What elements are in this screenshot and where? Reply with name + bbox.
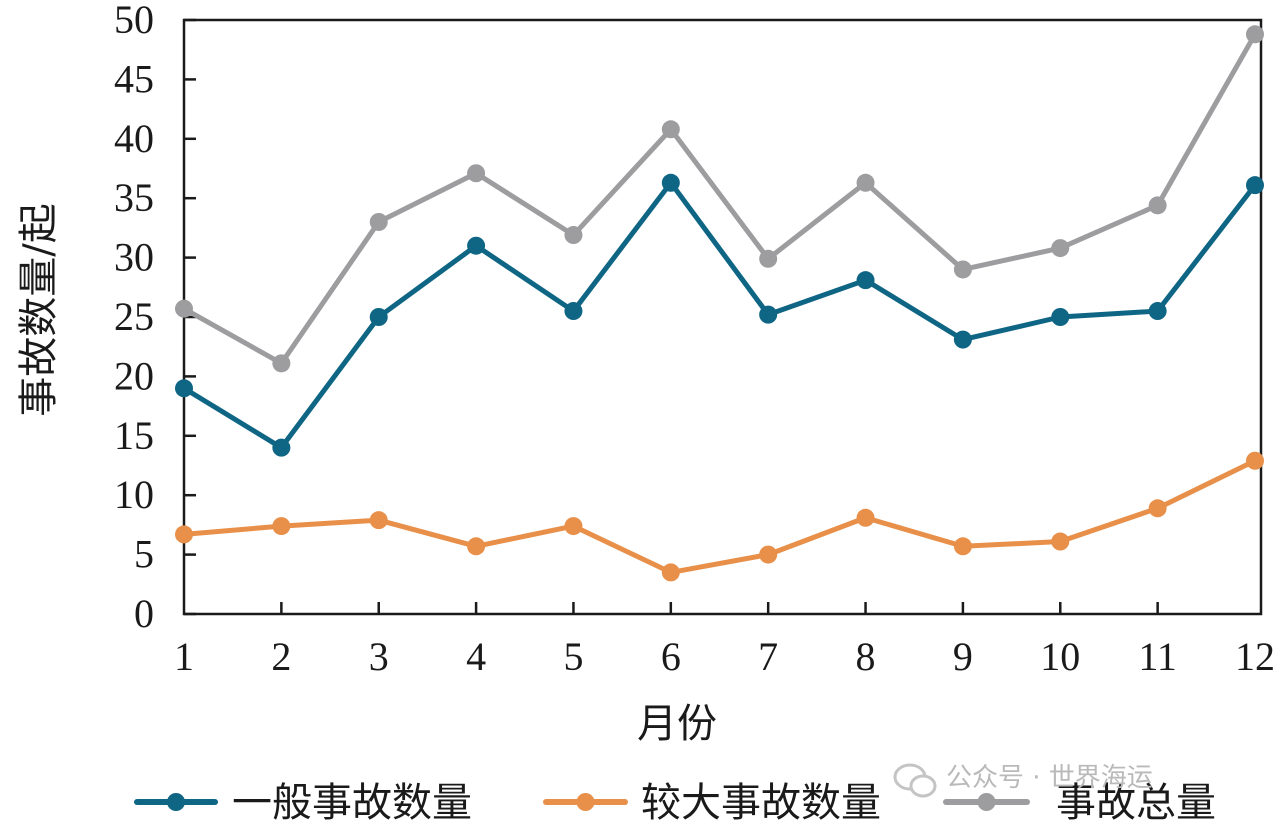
series-line (181, 458, 1258, 575)
data-point (1148, 302, 1167, 321)
x-tick-label: 8 (856, 634, 876, 679)
y-tick-label: 40 (114, 116, 154, 161)
data-point (175, 299, 193, 318)
data-point (1246, 25, 1264, 44)
data-point (759, 249, 778, 268)
data-point (1246, 451, 1264, 470)
data-point (1051, 532, 1070, 551)
y-axis-title: 事故数量/起 (16, 203, 62, 416)
data-point (856, 173, 875, 192)
x-tick-label: 9 (953, 634, 973, 679)
x-tick-label: 10 (1040, 634, 1080, 679)
data-point (564, 226, 583, 245)
data-point (369, 511, 388, 530)
data-point (661, 120, 680, 139)
series-line (181, 180, 1258, 451)
x-tick-label: 7 (758, 634, 778, 679)
data-point (1051, 308, 1070, 326)
data-point (953, 260, 972, 279)
data-point (369, 212, 388, 231)
data-point (272, 354, 291, 373)
x-ticks: 1 2 3 4 5 6 7 8 9 10 11 12 (174, 602, 1275, 679)
y-tick-label: 25 (114, 294, 154, 339)
data-point (467, 236, 486, 255)
data-point (272, 517, 291, 536)
x-tick-label: 5 (563, 634, 583, 679)
data-point (856, 271, 875, 290)
data-point (175, 525, 193, 544)
x-tick-label: 11 (1138, 634, 1177, 679)
legend-label: 较大事故数量 (641, 780, 881, 826)
y-tick-label: 45 (114, 56, 154, 101)
data-point (1148, 196, 1167, 215)
legend-label: 事故总量 (1056, 780, 1216, 826)
legend-swatch-marker (977, 793, 996, 811)
y-tick-label: 15 (114, 413, 154, 458)
legend-swatch-marker (576, 793, 595, 811)
series-line (181, 31, 1258, 366)
x-tick-label: 6 (661, 634, 681, 679)
x-tick-label: 12 (1235, 634, 1275, 679)
x-tick-label: 2 (271, 634, 291, 679)
watermark: 公众号 · 世界海运 (893, 763, 1153, 798)
watermark-text: 公众号 · 世界海运 (946, 763, 1153, 793)
legend: 一般事故数量 较大事故数量 事故总量 (134, 780, 1216, 826)
data-point (564, 517, 583, 536)
data-point (564, 302, 583, 321)
data-point (661, 173, 680, 192)
data-point (759, 305, 778, 324)
y-tick-label: 5 (134, 532, 154, 577)
wechat-icon (893, 763, 937, 798)
data-point (369, 308, 388, 326)
series-layer (175, 25, 1264, 582)
y-tick-label: 0 (134, 591, 154, 636)
data-point (1051, 239, 1070, 258)
y-tick-label: 50 (114, 0, 154, 42)
y-tick-label: 20 (114, 353, 154, 398)
data-point (1246, 176, 1264, 195)
data-point (467, 164, 486, 183)
data-point (661, 563, 680, 582)
data-point (953, 330, 972, 349)
x-tick-label: 4 (466, 634, 486, 679)
y-tick-label: 10 (114, 472, 154, 517)
y-tick-label: 30 (114, 235, 154, 280)
data-point (856, 508, 875, 527)
legend-swatch-marker (167, 793, 185, 811)
legend-label: 一般事故数量 (232, 780, 472, 826)
data-point (175, 379, 193, 398)
x-tick-label: 1 (174, 634, 194, 679)
data-point (1148, 499, 1167, 518)
y-tick-label: 35 (114, 175, 154, 220)
data-point (272, 438, 291, 457)
data-point (467, 537, 486, 556)
x-axis-title: 月份 (637, 701, 717, 747)
data-point (953, 537, 972, 556)
x-tick-label: 3 (369, 634, 389, 679)
y-ticks: 0 5 10 15 20 25 30 35 40 45 50 (114, 0, 196, 636)
data-point (759, 545, 778, 564)
